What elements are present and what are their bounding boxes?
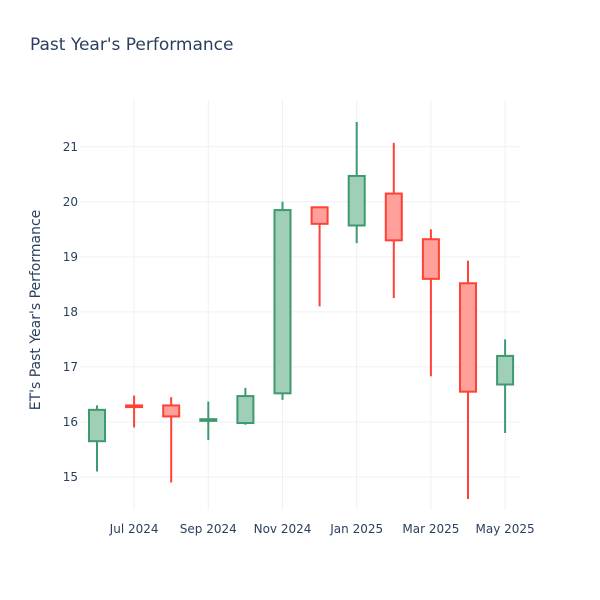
candle: [347, 122, 366, 244]
candle-body: [310, 206, 329, 225]
candle: [199, 401, 218, 441]
x-tick-label: Jul 2024: [109, 522, 159, 536]
y-tick-label: 20: [63, 195, 78, 209]
candle-body: [459, 282, 477, 393]
candle: [421, 229, 440, 377]
x-tick-label: May 2025: [476, 522, 535, 536]
candle-layer: [88, 122, 515, 499]
y-tick-label: 18: [63, 305, 78, 319]
candle-body: [273, 209, 292, 395]
candle-body: [347, 174, 366, 227]
x-axis-ticks: Jul 2024 Sep 2024 Nov 2024 Jan 2025 Mar 2025…: [109, 522, 535, 536]
x-tick-label: Jan 2025: [329, 522, 383, 536]
candle: [384, 142, 403, 299]
x-tick-label: Nov 2024: [254, 522, 312, 536]
candle-body: [421, 238, 440, 280]
candle-body: [236, 395, 255, 425]
candle: [496, 339, 515, 433]
grid-layer: [80, 100, 520, 510]
candle: [310, 206, 329, 307]
y-tick-label: 21: [63, 140, 78, 154]
candle-body: [384, 192, 403, 242]
candle: [162, 397, 181, 483]
candle-body: [125, 404, 144, 409]
chart-title: Past Year's Performance: [30, 35, 234, 55]
y-tick-label: 17: [63, 360, 78, 374]
y-tick-label: 19: [63, 250, 78, 264]
y-axis-label: ET's Past Year's Performance: [28, 210, 44, 411]
candle-body: [88, 408, 106, 443]
candle: [459, 260, 477, 499]
candle: [236, 387, 255, 425]
candle-body: [199, 418, 218, 422]
x-tick-label: Mar 2025: [402, 522, 459, 536]
candle-body: [162, 404, 181, 418]
candle: [88, 405, 106, 472]
x-tick-label: Sep 2024: [180, 522, 237, 536]
y-tick-label: 16: [63, 415, 78, 429]
y-axis-ticks: 15 16 17 18 19 20 21: [63, 140, 78, 484]
candle-body: [496, 354, 515, 386]
candle: [273, 201, 292, 400]
candle: [125, 395, 144, 428]
y-tick-label: 15: [63, 470, 78, 484]
